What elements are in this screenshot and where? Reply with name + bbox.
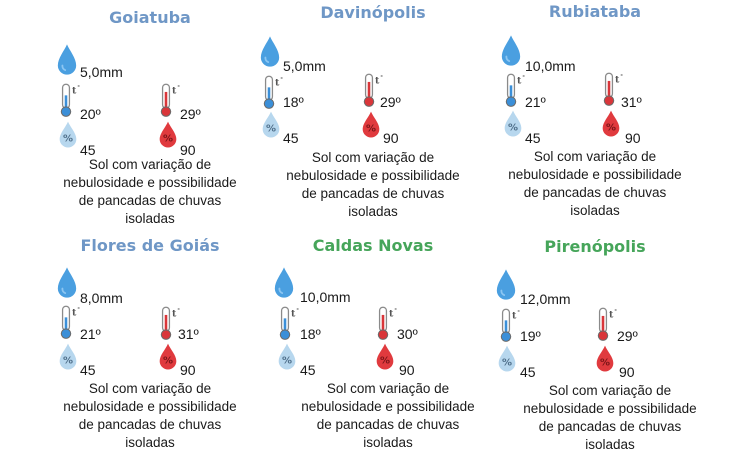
- humidity-max-value: 90: [180, 142, 196, 158]
- humidity-min-value: 45: [520, 364, 536, 380]
- temp-max-value: 29º: [380, 94, 401, 110]
- raindrop-icon: [500, 34, 522, 68]
- humidity-low-icon: [497, 344, 517, 374]
- forecast-line: Sol com variação de: [88, 157, 212, 172]
- temp-min-value: 18º: [283, 94, 304, 110]
- forecast-line: Sol com variação de: [326, 381, 450, 396]
- temp-min-value: 18º: [300, 326, 321, 342]
- raindrop-icon: [56, 266, 78, 300]
- forecast-line: nebulosidade e possibilidade: [286, 168, 460, 183]
- forecast-line: isoladas: [585, 437, 635, 452]
- humidity-high-icon: [361, 110, 381, 140]
- forecast-line: de pancadas de chuvas: [301, 186, 445, 201]
- forecast-line: Sol com variação de: [548, 383, 672, 398]
- humidity-low-icon: [277, 342, 297, 372]
- humidity-min-value: 45: [80, 142, 96, 158]
- humidity-low-icon: [58, 342, 78, 372]
- forecast-line: Sol com variação de: [533, 149, 657, 164]
- forecast-description: Sol com variação de nebulosidade e possi…: [475, 148, 715, 220]
- humidity-high-icon: [158, 342, 178, 372]
- humidity-high-icon: [158, 120, 178, 150]
- rain-value: 10,0mm: [525, 58, 576, 74]
- forecast-line: isoladas: [570, 203, 620, 218]
- raindrop-icon: [273, 266, 295, 300]
- forecast-line: de pancadas de chuvas: [538, 419, 682, 434]
- forecast-line: nebulosidade e possibilidade: [523, 401, 697, 416]
- forecast-line: Sol com variação de: [311, 150, 435, 165]
- city-title: Rubiataba: [548, 2, 642, 21]
- rain-value: 12,0mm: [520, 291, 571, 307]
- humidity-min-value: 45: [525, 130, 541, 146]
- raindrop-icon: [259, 35, 281, 69]
- city-title: Goiatuba: [109, 8, 191, 27]
- humidity-min-value: 45: [283, 130, 299, 146]
- forecast-line: nebulosidade e possibilidade: [63, 175, 237, 190]
- rain-value: 5,0mm: [283, 58, 326, 74]
- forecast-line: de pancadas de chuvas: [316, 417, 460, 432]
- forecast-description: Sol com variação de nebulosidade e possi…: [253, 149, 493, 221]
- forecast-line: de pancadas de chuvas: [78, 193, 222, 208]
- forecast-line: isoladas: [125, 435, 175, 450]
- temp-min-value: 21º: [525, 94, 546, 110]
- city-card-rubiataba: Rubiataba 10,0mm 21º 31º 45 90 Sol com v…: [475, 2, 715, 232]
- rain-value: 5,0mm: [80, 64, 123, 80]
- raindrop-icon: [495, 268, 517, 302]
- humidity-min-value: 45: [80, 362, 96, 378]
- forecast-line: isoladas: [348, 204, 398, 219]
- humidity-high-icon: [595, 344, 615, 374]
- forecast-description: Sol com variação de nebulosidade e possi…: [30, 156, 270, 228]
- city-title: Caldas Novas: [312, 236, 434, 255]
- forecast-line: isoladas: [125, 211, 175, 226]
- humidity-max-value: 90: [619, 364, 635, 380]
- humidity-max-value: 90: [625, 130, 641, 146]
- forecast-line: isoladas: [363, 435, 413, 450]
- rain-value: 8,0mm: [80, 290, 123, 306]
- city-card-pirenopolis: Pirenópolis 12,0mm 19º 29º 45 90 Sol com…: [475, 237, 715, 467]
- forecast-description: Sol com variação de nebulosidade e possi…: [30, 380, 270, 452]
- temp-min-value: 19º: [520, 328, 541, 344]
- forecast-line: nebulosidade e possibilidade: [508, 167, 682, 182]
- temp-min-value: 20º: [80, 106, 101, 122]
- city-card-goiatuba: Goiatuba 5,0mm 20º 29º 45 90 Sol com var…: [30, 8, 270, 238]
- humidity-max-value: 90: [399, 362, 415, 378]
- city-title: Davinópolis: [320, 3, 426, 22]
- humidity-low-icon: [503, 109, 523, 139]
- humidity-max-value: 90: [383, 130, 399, 146]
- city-title: Pirenópolis: [544, 237, 646, 256]
- forecast-line: nebulosidade e possibilidade: [63, 399, 237, 414]
- forecast-line: de pancadas de chuvas: [78, 417, 222, 432]
- forecast-line: de pancadas de chuvas: [523, 185, 667, 200]
- city-card-davinopolis: Davinópolis 5,0mm 18º 29º 45 90 Sol com …: [253, 3, 493, 233]
- forecast-description: Sol com variação de nebulosidade e possi…: [268, 380, 508, 452]
- temp-max-value: 30º: [397, 326, 418, 342]
- city-card-caldas-novas: Caldas Novas 10,0mm 18º 30º 45 90 Sol co…: [253, 236, 493, 466]
- humidity-low-icon: [261, 110, 281, 140]
- forecast-line: nebulosidade e possibilidade: [301, 399, 475, 414]
- city-title: Flores de Goiás: [80, 236, 220, 255]
- humidity-max-value: 90: [180, 362, 196, 378]
- city-card-flores-de-goias: Flores de Goiás 8,0mm 21º 31º 45 90 Sol …: [30, 236, 270, 466]
- humidity-low-icon: [58, 120, 78, 150]
- temp-max-value: 29º: [617, 328, 638, 344]
- rain-value: 10,0mm: [300, 289, 351, 305]
- humidity-high-icon: [375, 342, 395, 372]
- forecast-line: Sol com variação de: [88, 381, 212, 396]
- raindrop-icon: [56, 43, 78, 77]
- humidity-high-icon: [601, 109, 621, 139]
- temp-max-value: 31º: [621, 94, 642, 110]
- temp-min-value: 21º: [80, 326, 101, 342]
- forecast-description: Sol com variação de nebulosidade e possi…: [490, 382, 730, 454]
- temp-max-value: 31º: [178, 326, 199, 342]
- temp-max-value: 29º: [180, 106, 201, 122]
- humidity-min-value: 45: [300, 362, 316, 378]
